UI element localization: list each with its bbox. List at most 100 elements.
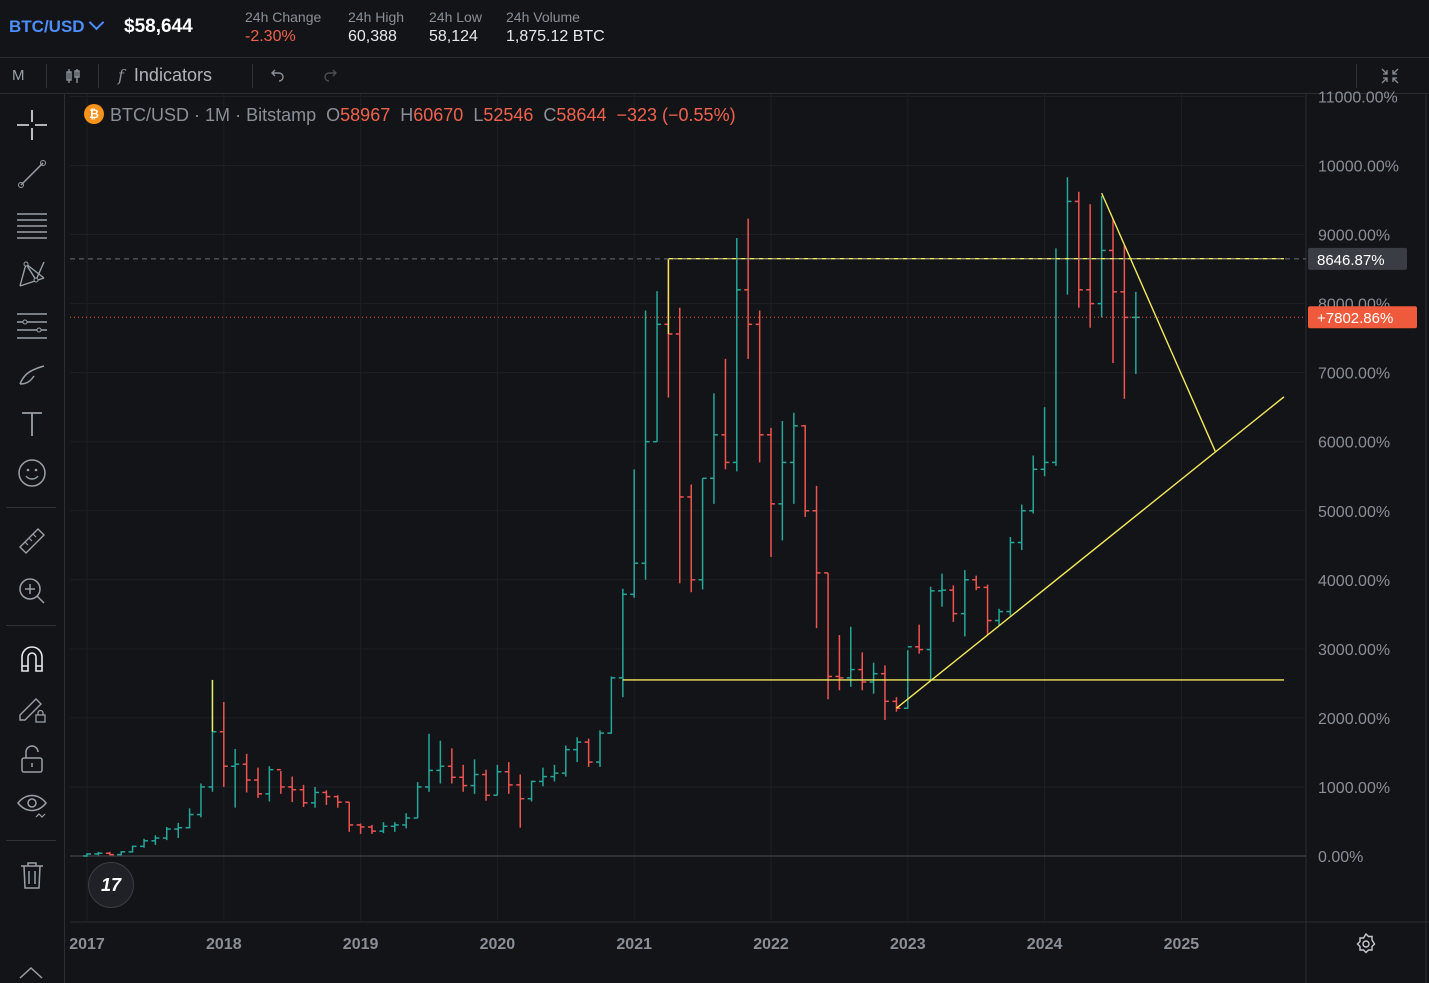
- candle: [960, 570, 969, 637]
- fib-tool[interactable]: [12, 207, 52, 241]
- sidebar-divider: [6, 625, 56, 626]
- candle: [447, 748, 456, 784]
- candle: [493, 764, 502, 796]
- marker-label: +7802.86%: [1317, 310, 1393, 327]
- marker-label: 8646.87%: [1317, 252, 1385, 269]
- unlock-tool[interactable]: [12, 742, 52, 776]
- magnet-icon: [21, 646, 43, 672]
- collapse-icon[interactable]: [1380, 67, 1400, 85]
- stat-label: 24h High: [348, 9, 405, 25]
- candle: [367, 824, 376, 834]
- crosshair-tool[interactable]: [12, 108, 52, 142]
- x-tick-label: 2019: [343, 936, 379, 953]
- candle: [949, 585, 958, 622]
- lock-drawings-tool[interactable]: [12, 692, 52, 726]
- x-tick-label: 2020: [480, 936, 516, 953]
- candle: [162, 826, 171, 841]
- ruler-tool[interactable]: [12, 524, 52, 558]
- candle: [972, 575, 981, 591]
- emoji-tool[interactable]: [12, 456, 52, 490]
- legend-symbol: BTC/USD: [110, 105, 190, 125]
- candle: [1097, 195, 1106, 318]
- candle: [356, 823, 365, 834]
- symbol-selector[interactable]: BTC/USD: [9, 14, 104, 37]
- y-tick-label: 9000.00%: [1318, 228, 1390, 245]
- sidebar-divider: [6, 507, 56, 508]
- candle: [732, 238, 741, 472]
- marker-badge: [1308, 306, 1417, 329]
- candle: [128, 845, 137, 853]
- candle: [527, 780, 536, 802]
- unlock-icon: [21, 745, 43, 773]
- candle: [573, 737, 582, 763]
- candle: [333, 795, 342, 808]
- candle: [538, 767, 547, 787]
- measure-tool[interactable]: [12, 307, 52, 341]
- trend-line-tool[interactable]: [12, 157, 52, 191]
- candle: [607, 676, 616, 734]
- candle: [459, 764, 468, 792]
- candle: [846, 626, 855, 687]
- lock-pencil-icon: [19, 698, 46, 723]
- candle: [390, 822, 399, 832]
- candle: [915, 624, 924, 654]
- ruler-icon: [19, 528, 45, 554]
- chart-legend: ₿ BTC/USD · 1M · Bitstamp O58967 H60670 L…: [84, 104, 736, 126]
- candle: [869, 662, 878, 694]
- indicators-button[interactable]: f Indicators: [118, 65, 212, 86]
- candle: [231, 748, 240, 808]
- visibility-tool[interactable]: [12, 788, 52, 822]
- pattern-tool[interactable]: [12, 257, 52, 291]
- stat-value: 60,388: [348, 28, 397, 45]
- delete-drawings-tool[interactable]: [12, 858, 52, 892]
- candle: [698, 477, 707, 590]
- legend-change: −323 (−0.55%): [616, 105, 736, 125]
- undo-icon[interactable]: [270, 68, 286, 82]
- magnet-tool[interactable]: [12, 642, 52, 676]
- text-tool[interactable]: [12, 407, 52, 441]
- candle: [311, 786, 320, 808]
- candle: [641, 310, 650, 580]
- candle: [174, 822, 183, 839]
- stat-3: 24h Volume 1,875.12 BTC: [506, 9, 605, 46]
- candle: [1017, 504, 1026, 551]
- candle: [789, 412, 798, 504]
- candle: [709, 393, 718, 504]
- candle-style-icon[interactable]: [64, 67, 82, 85]
- x-tick-label: 2018: [206, 936, 242, 953]
- candle: [379, 822, 388, 834]
- legend-sep: ·: [194, 105, 201, 125]
- symbol-label: BTC/USD: [9, 17, 85, 36]
- emoji-icon: [18, 459, 46, 487]
- candle: [835, 635, 844, 691]
- legend-high: 60670: [413, 105, 464, 125]
- zoom-in-icon: [19, 578, 45, 604]
- stat-value: 1,875.12 BTC: [506, 28, 605, 45]
- y-tick-label: 2000.00%: [1318, 711, 1390, 728]
- tradingview-logo[interactable]: 17: [88, 862, 134, 908]
- chevron-up-icon[interactable]: [16, 962, 46, 980]
- trend-line-drawing: [896, 396, 1285, 709]
- stat-1: 24h High 60,388: [348, 9, 404, 46]
- candle: [926, 586, 935, 680]
- candle: [824, 572, 833, 700]
- candle: [402, 813, 411, 829]
- zoom-tool[interactable]: [12, 574, 52, 608]
- trend-line-drawing: [1101, 192, 1217, 453]
- legend-open-label: O: [326, 105, 341, 125]
- candle: [1131, 291, 1140, 375]
- brush-tool[interactable]: [12, 357, 52, 391]
- toolbar-divider: [46, 64, 47, 88]
- top-bar: BTC/USD $58,644 24h Change -2.30% 24h High…: [0, 0, 1429, 58]
- x-tick-label: 2022: [753, 936, 789, 953]
- candle: [436, 740, 445, 784]
- candle: [812, 485, 821, 629]
- x-tick-label: 2023: [890, 936, 926, 953]
- redo-icon[interactable]: [322, 68, 338, 82]
- legend-high-label: H: [400, 105, 414, 125]
- text-icon: [22, 412, 42, 436]
- interval-button[interactable]: M: [12, 67, 25, 84]
- gear-icon[interactable]: [1355, 933, 1377, 955]
- candle: [630, 469, 639, 598]
